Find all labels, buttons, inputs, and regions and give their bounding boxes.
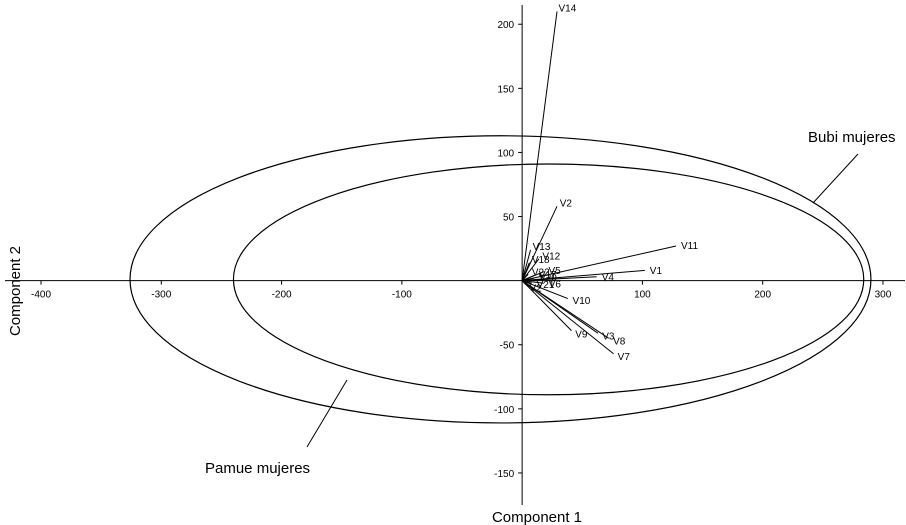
y-tick-label: 100 — [497, 148, 514, 159]
vector-v20 — [522, 277, 535, 282]
x-tick-label: -200 — [272, 290, 292, 301]
vector-label-v10: V10 — [573, 296, 591, 307]
y-tick-label: 200 — [497, 20, 514, 31]
vector-label-v14: V14 — [559, 3, 577, 14]
vector-label-v3: V3 — [602, 331, 615, 342]
vector-label-v20: V20 — [539, 273, 557, 284]
vector-v2 — [521, 206, 558, 281]
vector-label-v7: V7 — [618, 352, 631, 363]
vector-label-v6: V6 — [549, 280, 562, 291]
x-tick-label: 300 — [875, 290, 892, 301]
vector-v10 — [521, 280, 569, 300]
vector-label-v8: V8 — [613, 337, 626, 348]
vector-label-v22: V22 — [532, 267, 550, 278]
x-tick-label: 100 — [634, 290, 651, 301]
vector-v18 — [521, 262, 530, 281]
vector-label-v12: V12 — [542, 252, 560, 263]
vector-label-v21: V21 — [537, 280, 555, 291]
y-tick-label: 50 — [503, 213, 515, 224]
vector-v21 — [522, 280, 532, 284]
ellipse-pamue-mujeres — [232, 163, 865, 396]
vector-label-v13: V13 — [533, 242, 551, 253]
vector-v22 — [521, 273, 529, 281]
vector-label-v18: V18 — [532, 255, 550, 266]
vector-v4 — [522, 276, 597, 282]
ellipse-bubi-mujeres — [129, 135, 872, 424]
axes — [5, 5, 905, 505]
pamue-mujeres-pointer — [306, 379, 348, 448]
vector-v13 — [521, 249, 532, 281]
vector-v7 — [521, 280, 614, 355]
pamue-mujeres-label: Pamue mujeres — [205, 460, 310, 477]
x-tick-label: -300 — [151, 290, 171, 301]
bubi-mujeres-pointer — [812, 153, 859, 204]
vector-v1 — [522, 269, 645, 282]
vector-label-v9: V9 — [575, 329, 588, 340]
vector-label-v2: V2 — [529, 283, 542, 294]
vector-label-v5: V5 — [548, 266, 561, 277]
y-tick-label: 150 — [497, 84, 514, 95]
ellipses — [129, 135, 872, 424]
vector-label-v17: V17 — [539, 270, 557, 281]
x-tick-label: 200 — [754, 290, 771, 301]
x-tick-label: -100 — [392, 290, 412, 301]
vector-v14 — [521, 11, 558, 281]
x-tick-label: -400 — [31, 290, 51, 301]
y-axis-title: Component 2 — [7, 246, 24, 336]
vector-v9 — [521, 280, 572, 331]
vector-v8 — [521, 280, 610, 339]
vector-v11 — [522, 245, 677, 282]
vector-label-v11: V11 — [681, 241, 698, 252]
bubi-mujeres-label: Bubi mujeres — [808, 129, 896, 146]
vector-label-v4: V4 — [602, 273, 615, 284]
x-axis-title: Component 1 — [492, 509, 582, 525]
y-tick-label: -150 — [494, 469, 514, 480]
vector-label-v1: V1 — [650, 266, 663, 277]
vector-label-v2: V2 — [560, 199, 573, 210]
y-tick-label: -50 — [500, 341, 515, 352]
vector-v6 — [522, 280, 544, 284]
tick-labels: -400 -300 -200 -100 100 200 300 -150 -100 -50 50 10… — [31, 20, 892, 480]
y-tick-label: -100 — [494, 405, 514, 416]
